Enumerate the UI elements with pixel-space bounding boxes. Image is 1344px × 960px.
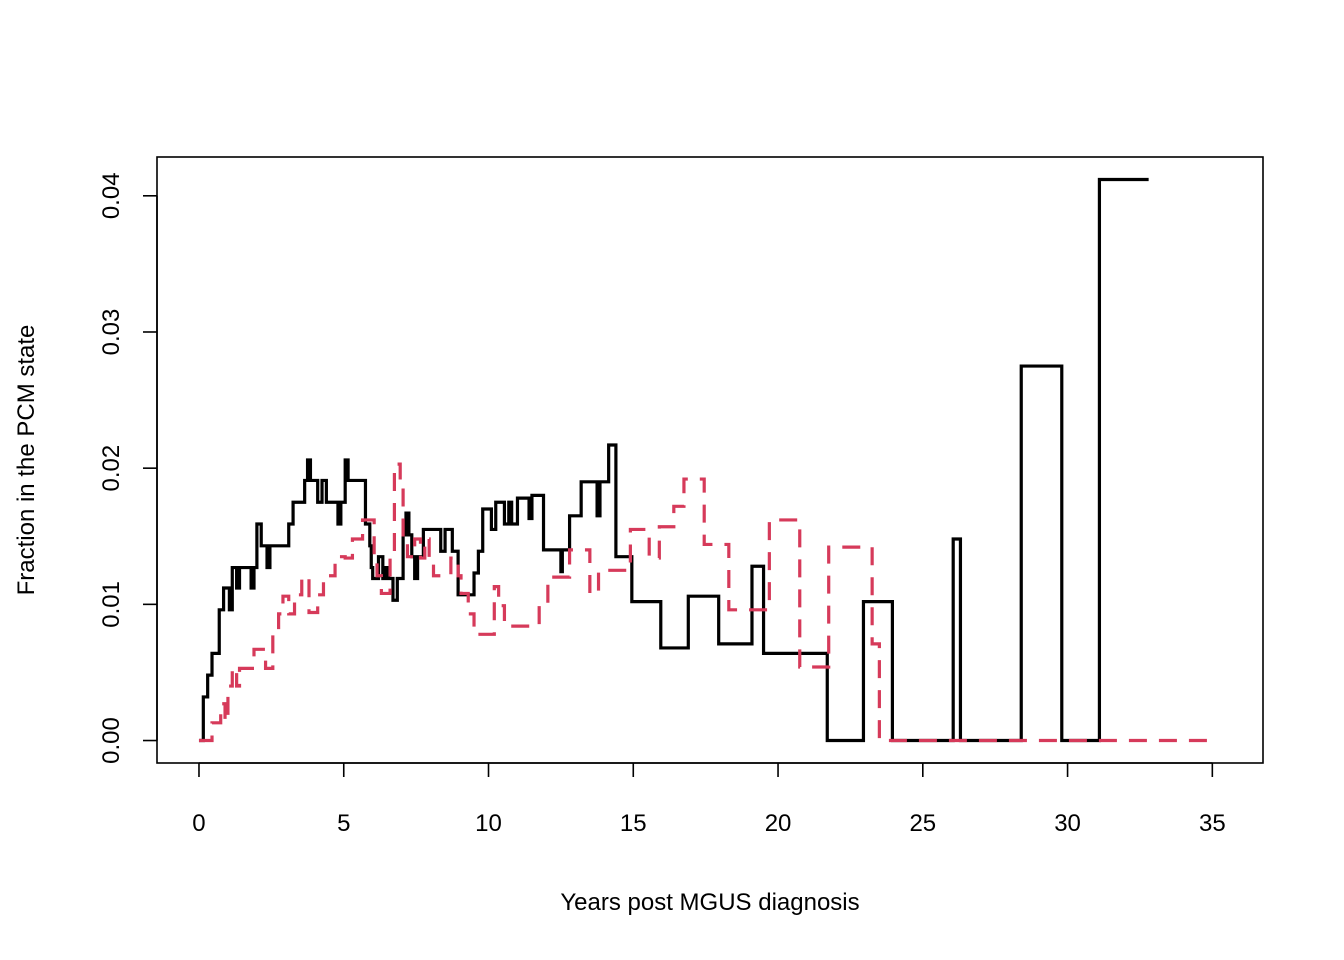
y-tick-label: 0.04	[98, 172, 125, 219]
y-axis: 0.00 0.01 0.02 0.03 0.04	[98, 172, 158, 764]
x-tick-label: 0	[192, 810, 205, 837]
x-tick-label: 30	[1054, 810, 1081, 837]
y-axis-label: Fraction in the PCM state	[13, 325, 40, 596]
y-tick-label: 0.03	[98, 309, 125, 356]
y-tick-label: 0.00	[98, 717, 125, 764]
x-tick-label: 25	[909, 810, 936, 837]
x-tick-label: 10	[475, 810, 502, 837]
x-axis: 0 5 10 15 20 25 30 35	[192, 762, 1226, 837]
series-layer	[198, 177, 1213, 743]
x-tick-label: 5	[337, 810, 350, 837]
x-tick-label: 15	[620, 810, 647, 837]
x-axis-label: Years post MGUS diagnosis	[560, 889, 859, 916]
y-tick-label: 0.02	[98, 445, 125, 492]
series-line-1	[198, 177, 1149, 743]
x-tick-label: 35	[1199, 810, 1226, 837]
x-tick-label: 20	[765, 810, 792, 837]
y-tick-label: 0.01	[98, 581, 125, 628]
plot-frame	[156, 156, 1264, 764]
